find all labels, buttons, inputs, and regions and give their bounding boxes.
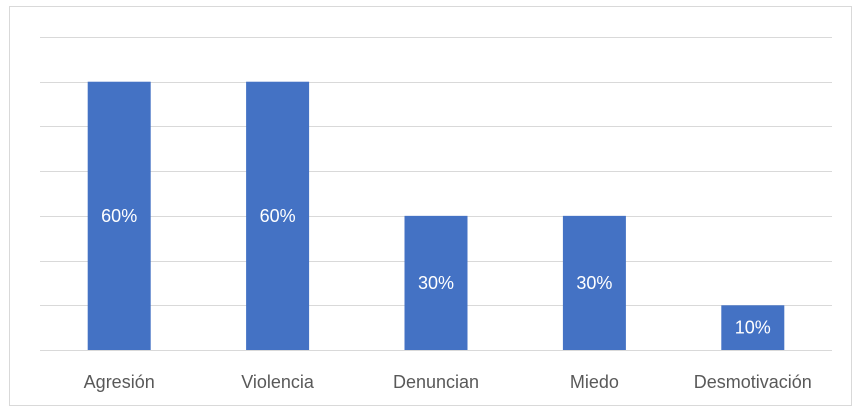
bar-3 [562,215,626,350]
bar-1 [246,81,310,350]
value-label-3: 30% [576,273,612,293]
category-label-1: Violencia [241,372,315,392]
grid-lines [40,37,832,351]
value-label-2: 30% [418,273,454,293]
category-label-0: Agresión [84,372,155,392]
category-labels: Agresión Violencia Denuncian Miedo Desmotiva… [84,372,812,392]
category-label-2: Denuncian [393,372,479,392]
category-label-3: Miedo [570,372,619,392]
bars [87,81,785,350]
bar-4 [721,305,785,350]
bar-2 [404,215,468,350]
value-label-4: 10% [735,318,771,338]
category-label-4: Desmotivación [694,372,812,392]
bar-0 [87,81,151,350]
value-label-0: 60% [101,206,137,226]
value-label-1: 60% [260,206,296,226]
value-labels: 60% 60% 30% 30% 10% [101,206,771,338]
